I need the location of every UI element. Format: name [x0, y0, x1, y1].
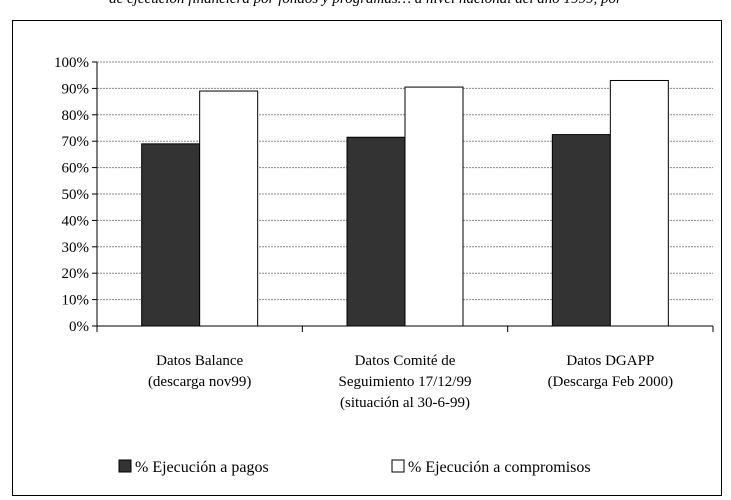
category-labels: Datos Balance (descarga nov99) Datos Comit… [148, 353, 673, 411]
bars [141, 79, 669, 327]
y-tick-label: 10% [62, 293, 90, 309]
axes [92, 61, 714, 332]
legend-label: % Ejecución a compromisos [408, 459, 591, 476]
category-label-line: Datos Comité de [355, 353, 456, 369]
y-tick-label: 40% [62, 213, 90, 229]
y-tick-label: 100% [54, 55, 89, 71]
legend-swatch [118, 459, 132, 473]
legend: % Ejecución a pagos % Ejecución a comprom… [118, 459, 591, 476]
category-label-line: (descarga nov99) [148, 374, 251, 390]
category-label-line: (situación al 30-6-99) [340, 395, 470, 411]
y-tick-label: 20% [62, 266, 90, 282]
bar [141, 143, 201, 327]
y-tick-label: 60% [62, 161, 90, 177]
bar [551, 134, 611, 327]
category-label-line: Seguimiento 17/12/99 [339, 374, 472, 390]
chart-caption: de ejecución financiera por fondos y pro… [0, 0, 731, 11]
y-tick-label: 80% [62, 108, 90, 124]
y-tick-label: 0% [69, 319, 89, 335]
bar [346, 136, 406, 327]
category-label: Datos Comité de Seguimiento 17/12/99 (situ… [339, 353, 472, 411]
y-tick-labels: 0% 10% 20% 30% 40% 50% 60% 70% 80% 90% 100% [54, 55, 89, 335]
bar [199, 90, 259, 327]
chart-frame [12, 20, 722, 496]
bar [609, 79, 669, 327]
y-tick-label: 30% [62, 240, 90, 256]
y-tick-label: 70% [62, 134, 90, 150]
bar [404, 86, 464, 327]
category-label-line: Datos Balance [156, 353, 243, 369]
category-label: Datos DGAPP (Descarga Feb 2000) [548, 353, 674, 390]
category-label-line: (Descarga Feb 2000) [548, 374, 674, 390]
y-tick-label: 90% [62, 81, 90, 97]
category-label-line: Datos DGAPP [566, 353, 654, 369]
legend-label: % Ejecución a pagos [135, 459, 269, 476]
category-label: Datos Balance (descarga nov99) [148, 353, 251, 390]
y-tick-label: 50% [62, 187, 90, 203]
legend-swatch [391, 459, 405, 473]
